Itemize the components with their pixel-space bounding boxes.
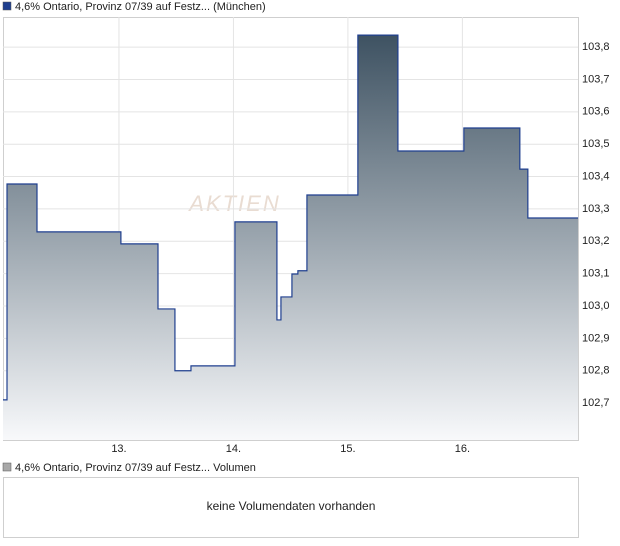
y-tick-label: 103,4: [582, 170, 610, 182]
x-tick-label: 16.: [455, 443, 470, 455]
legend-label: 4,6% Ontario, Provinz 07/39 auf Festz...…: [15, 1, 266, 13]
watermark: AKTIEN: [187, 191, 280, 216]
y-tick-label: 103,7: [582, 73, 610, 85]
y-tick-label: 103,5: [582, 138, 610, 150]
x-tick-label: 15.: [340, 443, 355, 455]
y-tick-label: 102,8: [582, 365, 610, 377]
area: [3, 35, 578, 440]
legend-swatch: [2, 1, 12, 11]
y-tick-label: 103,6: [582, 106, 610, 118]
y-tick-label: 103,2: [582, 235, 610, 247]
y-tick-label: 103,1: [582, 268, 610, 280]
y-tick-label: 103,8: [582, 41, 610, 53]
x-tick-label: 13.: [111, 443, 126, 455]
volume-message: keine Volumendaten vorhanden: [207, 499, 376, 513]
legend-label: 4,6% Ontario, Provinz 07/39 auf Festz...…: [15, 462, 256, 474]
legend-swatch: [2, 462, 12, 472]
y-tick-label: 102,9: [582, 332, 610, 344]
y-tick-label: 102,7: [582, 397, 610, 409]
volume-frame: [3, 477, 579, 538]
y-tick-label: 103,0: [582, 300, 610, 312]
x-tick-label: 14.: [226, 443, 241, 455]
line: [3, 34, 578, 401]
y-tick-label: 103,3: [582, 203, 610, 215]
